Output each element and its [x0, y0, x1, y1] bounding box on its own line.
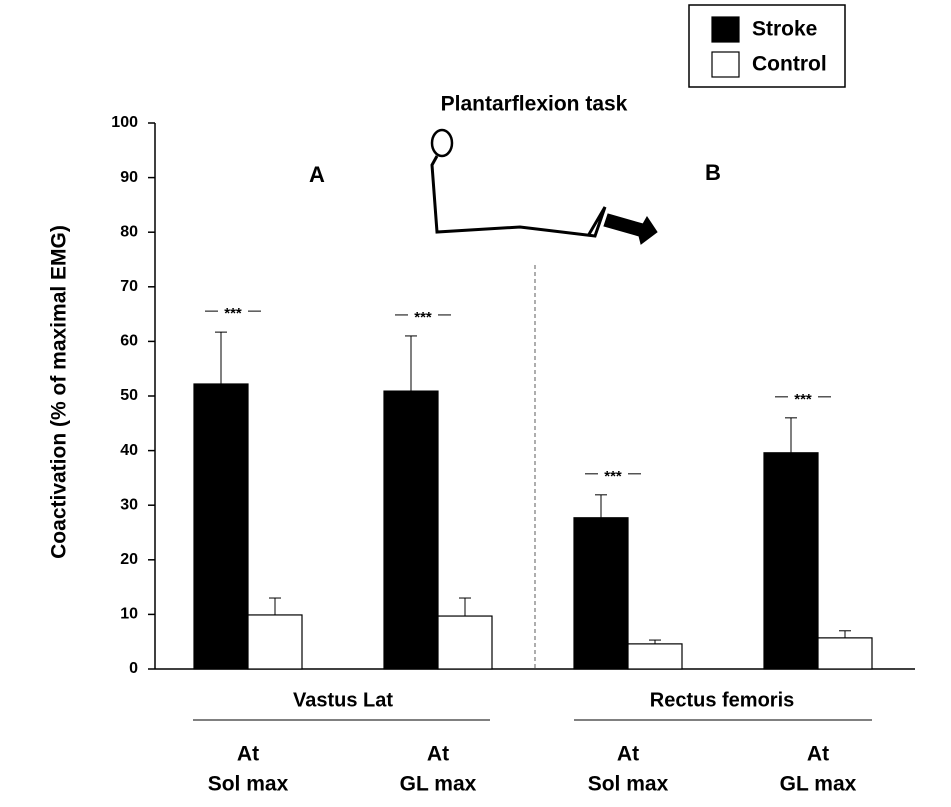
y-tick-label: 80 — [120, 223, 138, 240]
y-tick-label: 10 — [120, 606, 138, 623]
legend-swatch — [711, 16, 740, 43]
group-label: Vastus Lat — [293, 689, 393, 711]
bar — [627, 643, 683, 670]
bar — [437, 615, 493, 670]
significance: *** — [414, 309, 432, 326]
legend-label: Stroke — [752, 18, 817, 41]
leg-illustration — [430, 128, 658, 245]
y-tick-label: 70 — [120, 278, 138, 295]
x-tick-label: Sol max — [588, 773, 669, 796]
legend-swatch — [711, 51, 740, 78]
y-tick-label: 60 — [120, 333, 138, 350]
x-tick-label: At — [617, 743, 639, 766]
y-tick-label: 40 — [120, 442, 138, 459]
significance: *** — [794, 391, 812, 408]
x-tick-label: At — [427, 743, 449, 766]
x-tick-label: GL max — [780, 773, 857, 796]
y-tick-label: 20 — [120, 551, 138, 568]
y-tick-label: 30 — [120, 496, 138, 513]
x-tick-label: At — [807, 743, 829, 766]
x-tick-label: GL max — [400, 773, 477, 796]
y-tick-label: 0 — [129, 660, 138, 677]
panel-label: B — [705, 160, 721, 185]
legend-label: Control — [752, 53, 827, 76]
illustration-title: Plantarflexion task — [441, 93, 628, 116]
bar — [573, 517, 629, 670]
significance: *** — [224, 305, 242, 322]
bar — [817, 637, 873, 670]
bar — [193, 383, 249, 670]
bar — [763, 452, 819, 670]
group-label: Rectus femoris — [650, 689, 795, 711]
x-tick-label: Sol max — [208, 773, 289, 796]
bar — [383, 390, 439, 670]
y-tick-label: 50 — [120, 387, 138, 404]
y-tick-label: 100 — [111, 114, 138, 131]
bar — [247, 614, 303, 670]
significance: *** — [604, 468, 622, 485]
x-tick-label: At — [237, 743, 259, 766]
y-tick-label: 90 — [120, 169, 138, 186]
y-axis-label: Coactivation (% of maximal EMG) — [48, 225, 71, 559]
panel-label: A — [309, 162, 325, 187]
